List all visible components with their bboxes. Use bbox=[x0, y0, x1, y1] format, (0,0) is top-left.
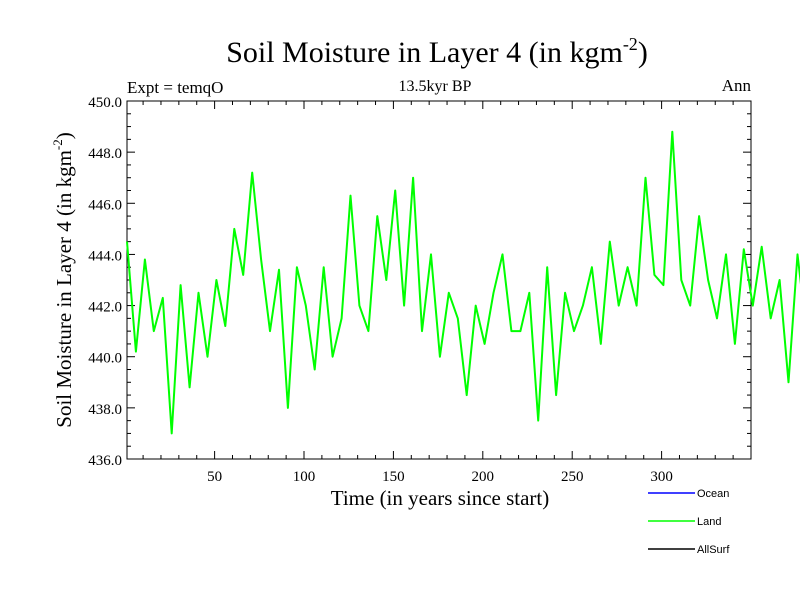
y-axis-label-suffix: ) bbox=[52, 132, 76, 139]
x-tick-label: 200 bbox=[472, 469, 495, 485]
x-tick-label: 150 bbox=[382, 469, 405, 485]
season-label: Ann bbox=[722, 76, 752, 95]
x-tick-label: 50 bbox=[207, 469, 222, 485]
chart-title-superscript: -2 bbox=[623, 34, 638, 54]
x-axis-label: Time (in years since start) bbox=[331, 486, 550, 510]
chart-title: Soil Moisture in Layer 4 (in kgm-2) bbox=[226, 34, 648, 69]
chart-title-suffix: ) bbox=[638, 36, 648, 69]
legend-label-ocean: Ocean bbox=[697, 488, 729, 500]
x-tick-label: 100 bbox=[293, 469, 316, 485]
y-tick-label: 448.0 bbox=[88, 146, 122, 162]
legend-label-land: Land bbox=[697, 516, 721, 528]
y-axis-label-superscript: -2 bbox=[50, 139, 65, 150]
series-line-land bbox=[126, 130, 800, 435]
y-tick-label: 450.0 bbox=[88, 95, 122, 111]
y-axis-label: Soil Moisture in Layer 4 (in kgm-2) bbox=[50, 132, 76, 427]
x-tick-label: 250 bbox=[561, 469, 584, 485]
x-tick-label: 300 bbox=[650, 469, 673, 485]
plot-area bbox=[126, 100, 752, 460]
y-tick-label: 446.0 bbox=[88, 197, 122, 213]
y-tick-label: 444.0 bbox=[88, 248, 122, 264]
x-axis: 50 100 150 200 250 300 bbox=[142, 101, 752, 485]
legend: Ocean Land AllSurf bbox=[648, 488, 730, 556]
y-axis: 436.0 438.0 440.0 442.0 444.0 446.0 448.0 450.0 bbox=[88, 95, 751, 469]
series-lines bbox=[126, 130, 800, 435]
y-tick-label: 436.0 bbox=[88, 453, 122, 469]
y-tick-label: 440.0 bbox=[88, 351, 122, 367]
experiment-label: Expt = temqO bbox=[127, 78, 223, 97]
chart-subtitle: 13.5kyr BP bbox=[399, 78, 472, 95]
y-tick-label: 438.0 bbox=[88, 402, 122, 418]
legend-label-allsurf: AllSurf bbox=[697, 544, 730, 556]
y-tick-label: 442.0 bbox=[88, 300, 122, 316]
